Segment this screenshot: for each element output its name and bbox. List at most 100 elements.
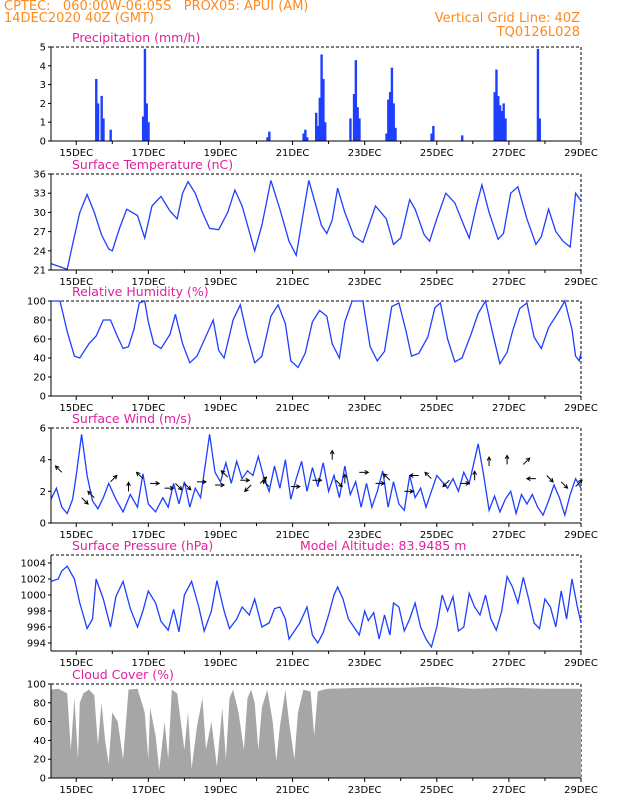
y-tick-label: 2 <box>40 487 46 498</box>
x-tick-label: 25DEC <box>420 403 454 414</box>
precip-bar <box>302 133 305 141</box>
precip-bar <box>354 60 358 141</box>
wind-arrow <box>110 475 118 483</box>
wind-arrow-head <box>442 482 448 488</box>
x-tick-label: 19DEC <box>204 277 238 288</box>
x-tick-label: 19DEC <box>204 403 238 414</box>
x-tick-label: 21DEC <box>276 277 310 288</box>
x-tick-label: 21DEC <box>276 785 310 796</box>
y-tick-label: 5 <box>40 43 46 54</box>
x-tick-label: 17DEC <box>131 785 165 796</box>
wind-arrow-head <box>525 476 531 482</box>
x-tick-label: 27DEC <box>492 277 526 288</box>
wind-arrow <box>383 473 391 481</box>
series-line <box>50 565 582 649</box>
x-tick-label: 27DEC <box>492 403 526 414</box>
precip-bar <box>497 95 500 141</box>
precip-bar <box>461 135 464 141</box>
y-tick-label: 998 <box>27 607 46 618</box>
y-tick-label: 60 <box>33 335 46 346</box>
y-tick-label: 40 <box>33 354 46 365</box>
x-tick-label: 29DEC <box>564 277 598 288</box>
y-tick-label: 27 <box>33 227 46 238</box>
x-tick-label: 15DEC <box>59 148 93 159</box>
panel-title: Precipitation (mm/h) <box>72 30 200 45</box>
precip-bar <box>385 133 388 141</box>
x-tick-label: 27DEC <box>492 658 526 669</box>
x-tick-label: 15DEC <box>59 277 93 288</box>
x-tick-label: 25DEC <box>420 277 454 288</box>
header-date-line: 14DEC2020 40Z (GMT) <box>4 11 155 26</box>
x-tick-label: 27DEC <box>492 530 526 541</box>
x-tick-label: 15DEC <box>59 403 93 414</box>
y-tick-label: 100 <box>27 297 46 308</box>
precip-bar <box>390 67 394 141</box>
wind-arrow-head <box>380 481 386 486</box>
x-tick-label: 17DEC <box>131 277 165 288</box>
x-tick-label: 25DEC <box>420 530 454 541</box>
y-tick-label: 0 <box>40 392 46 403</box>
wind-arrow-head <box>155 481 161 486</box>
x-tick-label: 15DEC <box>59 658 93 669</box>
x-tick-label: 29DEC <box>564 530 598 541</box>
precip-bar <box>432 125 435 141</box>
precip-bar <box>141 116 145 141</box>
wind-arrow-head <box>126 481 131 487</box>
wind-arrow-head <box>563 484 569 489</box>
wind-arrow-head <box>424 471 429 477</box>
y-tick-label: 6 <box>40 424 46 435</box>
x-tick-label: 17DEC <box>131 658 165 669</box>
y-tick-label: 20 <box>33 373 46 384</box>
x-tick-label: 29DEC <box>564 658 598 669</box>
wind-arrow-head <box>220 469 226 475</box>
y-tick-label: 1002 <box>21 575 46 586</box>
precip-bar <box>500 110 504 141</box>
panel-title: Relative Humidity (%) <box>72 284 209 299</box>
precip-bar <box>502 103 505 141</box>
y-tick-label: 20 <box>33 755 46 766</box>
y-tick-label: 0 <box>40 519 46 530</box>
wind-arrow-head <box>87 490 92 496</box>
wind-arrow-head <box>465 481 471 486</box>
precip-bar <box>315 112 318 141</box>
wind-arrow <box>424 471 432 480</box>
precip-bar <box>493 92 496 141</box>
wind-arrow-head <box>577 479 583 485</box>
wind-arrow-head <box>54 465 60 470</box>
x-tick-label: 21DEC <box>276 530 310 541</box>
wind-arrow-head <box>262 476 268 482</box>
y-tick-label: 33 <box>33 189 46 200</box>
wind-arrow-head <box>112 474 118 480</box>
x-tick-label: 25DEC <box>420 658 454 669</box>
wind-arrow <box>335 479 343 487</box>
precip-bar <box>352 94 356 141</box>
y-tick-label: 40 <box>33 736 46 747</box>
x-tick-label: 17DEC <box>131 403 165 414</box>
panel-annotation: Model Altitude: 83.9485 m <box>300 538 466 553</box>
precip-bar <box>147 122 150 141</box>
header-title-line1: CPTEC: 060:00W-06:05S PROX05: APUI (AM) <box>4 0 309 14</box>
x-tick-label: 19DEC <box>204 658 238 669</box>
precip-bar <box>318 97 322 141</box>
x-tick-label: 27DEC <box>492 785 526 796</box>
wind-arrow-head <box>486 455 492 461</box>
x-tick-label: 21DEC <box>276 658 310 669</box>
wind-arrow <box>560 481 568 489</box>
y-tick-label: 0 <box>40 774 46 785</box>
wind-arrow <box>262 479 270 487</box>
y-tick-label: 80 <box>33 316 46 327</box>
y-tick-label: 0 <box>40 137 46 148</box>
header-model-id: TQ0126L028 <box>496 25 580 40</box>
precip-bar <box>102 118 105 141</box>
header-grid-line-note: Vertical Grid Line: 40Z <box>434 11 580 26</box>
x-tick-label: 21DEC <box>276 403 310 414</box>
x-tick-label: 17DEC <box>131 148 165 159</box>
y-tick-label: 24 <box>33 246 46 257</box>
precip-bar <box>109 129 112 141</box>
x-tick-label: 23DEC <box>348 403 382 414</box>
panel-title: Surface Wind (m/s) <box>72 411 192 426</box>
y-tick-label: 80 <box>33 698 46 709</box>
y-tick-label: 1004 <box>21 559 46 570</box>
x-tick-label: 15DEC <box>59 530 93 541</box>
wind-arrow <box>136 471 144 480</box>
